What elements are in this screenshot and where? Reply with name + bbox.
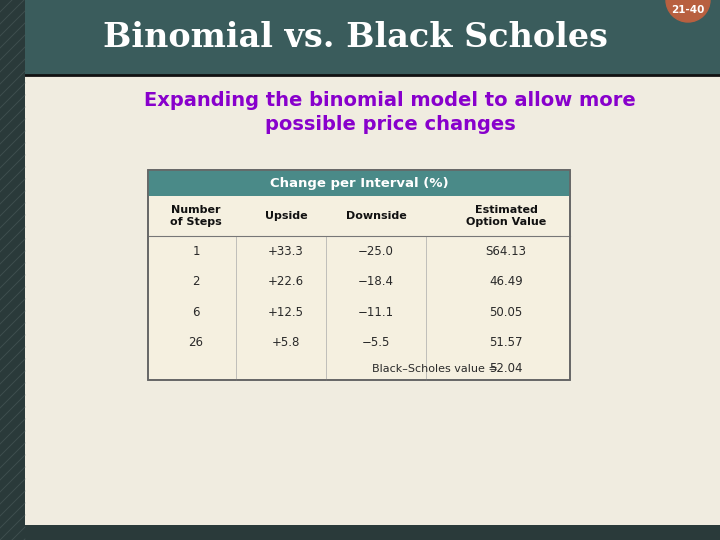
Text: −18.4: −18.4 [358,275,394,288]
Text: 46.49: 46.49 [489,275,523,288]
Text: +33.3: +33.3 [268,245,304,258]
Text: Expanding the binomial model to allow more: Expanding the binomial model to allow mo… [144,91,636,110]
Text: 2: 2 [192,275,199,288]
Text: Estimated
Option Value: Estimated Option Value [466,205,546,227]
FancyBboxPatch shape [148,170,570,196]
Text: 26: 26 [189,336,204,349]
Text: −5.5: −5.5 [362,336,390,349]
FancyBboxPatch shape [0,525,720,540]
FancyBboxPatch shape [0,0,720,75]
Text: Change per Interval (%): Change per Interval (%) [270,177,449,190]
Text: possible price changes: possible price changes [265,116,516,134]
Text: 50.05: 50.05 [490,306,523,319]
Text: 51.57: 51.57 [490,336,523,349]
Circle shape [666,0,710,22]
Text: +22.6: +22.6 [268,275,304,288]
FancyBboxPatch shape [0,0,25,540]
Text: Binomial vs. Black Scholes: Binomial vs. Black Scholes [102,21,608,54]
Text: +12.5: +12.5 [268,306,304,319]
Text: 21-40: 21-40 [671,5,705,15]
Text: Black–Scholes value =: Black–Scholes value = [372,364,498,374]
Text: S64.13: S64.13 [485,245,526,258]
Text: Downside: Downside [346,211,406,221]
Text: −25.0: −25.0 [358,245,394,258]
FancyBboxPatch shape [148,170,570,380]
Text: 52.04: 52.04 [490,362,523,375]
Text: −11.1: −11.1 [358,306,394,319]
Text: Upside: Upside [265,211,307,221]
Text: 6: 6 [192,306,199,319]
Text: +5.8: +5.8 [272,336,300,349]
Text: 1: 1 [192,245,199,258]
Text: Number
of Steps: Number of Steps [170,205,222,227]
